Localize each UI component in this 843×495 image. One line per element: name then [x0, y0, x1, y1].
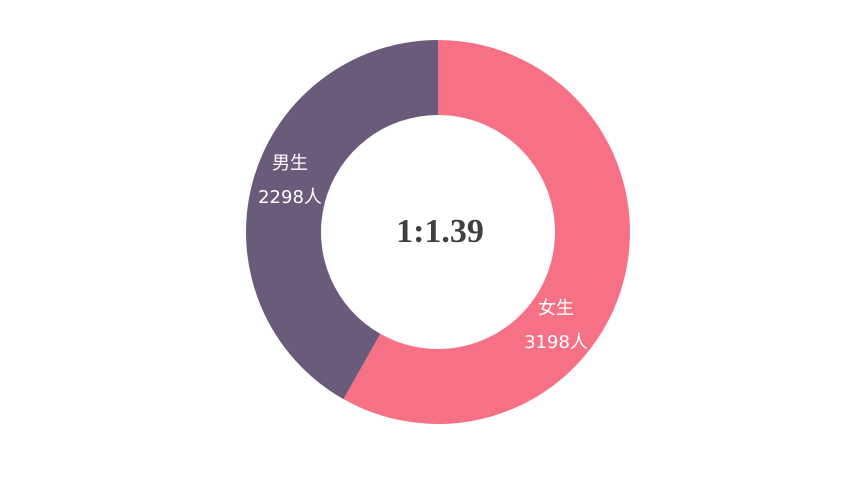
category-label: 女生 — [538, 298, 574, 319]
value-label: 2298人 — [258, 187, 322, 208]
donut-slice — [343, 40, 630, 424]
center-text: 1:1.39 — [396, 213, 484, 250]
donut-slice — [245, 40, 438, 400]
category-label: 男生 — [272, 153, 308, 174]
value-label: 3198人 — [524, 332, 588, 353]
